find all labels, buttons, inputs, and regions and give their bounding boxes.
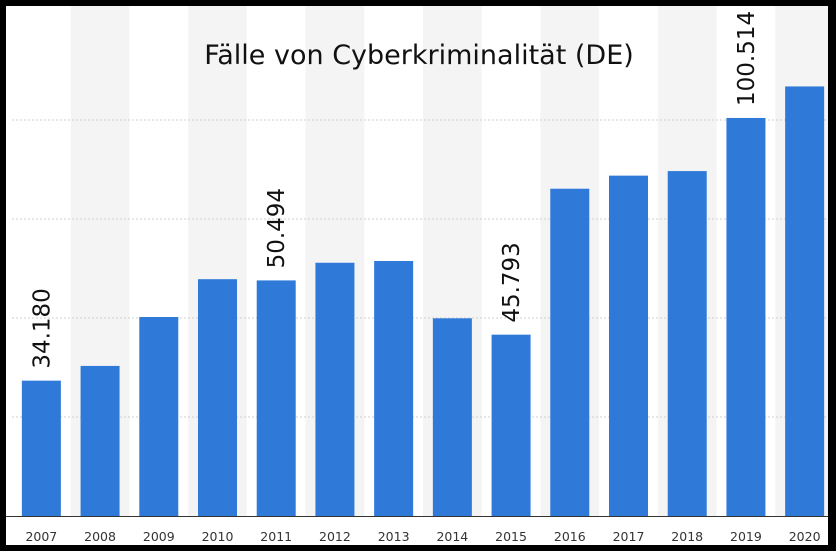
- bar-2012: [315, 262, 355, 516]
- bar-2014: [432, 318, 472, 516]
- x-tick-2009: 2009: [143, 529, 175, 544]
- x-tick-2010: 2010: [202, 529, 234, 544]
- bar-2020: [785, 86, 825, 516]
- bar-2015: [491, 334, 531, 516]
- bar-2008: [80, 365, 120, 516]
- bar-2016: [550, 188, 590, 516]
- bar-2018: [667, 171, 707, 517]
- x-tick-2020: 2020: [789, 529, 821, 544]
- bar-2013: [374, 260, 414, 516]
- bar-2010: [198, 279, 237, 516]
- x-tick-2013: 2013: [378, 529, 410, 544]
- data-label-2007: 34.180: [29, 288, 55, 368]
- bar-2009: [139, 317, 179, 516]
- bars: [21, 86, 825, 517]
- x-tick-2008: 2008: [84, 529, 116, 544]
- data-label-2015: 45.793: [499, 242, 525, 322]
- x-tick-2012: 2012: [319, 529, 351, 544]
- x-tick-2015: 2015: [495, 529, 527, 544]
- data-label-2011: 50.494: [264, 188, 290, 268]
- x-tick-2014: 2014: [436, 529, 468, 544]
- x-tick-2007: 2007: [25, 529, 57, 544]
- x-tick-labels: 2007 2008 2009 2010 2011 2012 2013 2014 2015 2016…: [25, 529, 820, 544]
- x-tick-2019: 2019: [730, 529, 762, 544]
- x-tick-2017: 2017: [613, 529, 645, 544]
- bar-2007: [21, 380, 61, 516]
- bar-2011: [256, 280, 296, 516]
- x-tick-2011: 2011: [260, 529, 292, 544]
- bar-2017: [609, 175, 648, 516]
- bar-2019: [726, 117, 766, 516]
- chart-title: Fälle von Cyberkriminalität (DE): [204, 40, 634, 71]
- data-labels: 34.180 50.494 45.793 100.514: [29, 11, 760, 369]
- data-label-2019: 100.514: [734, 11, 760, 106]
- x-tick-2016: 2016: [554, 529, 586, 544]
- x-tick-2018: 2018: [671, 529, 703, 544]
